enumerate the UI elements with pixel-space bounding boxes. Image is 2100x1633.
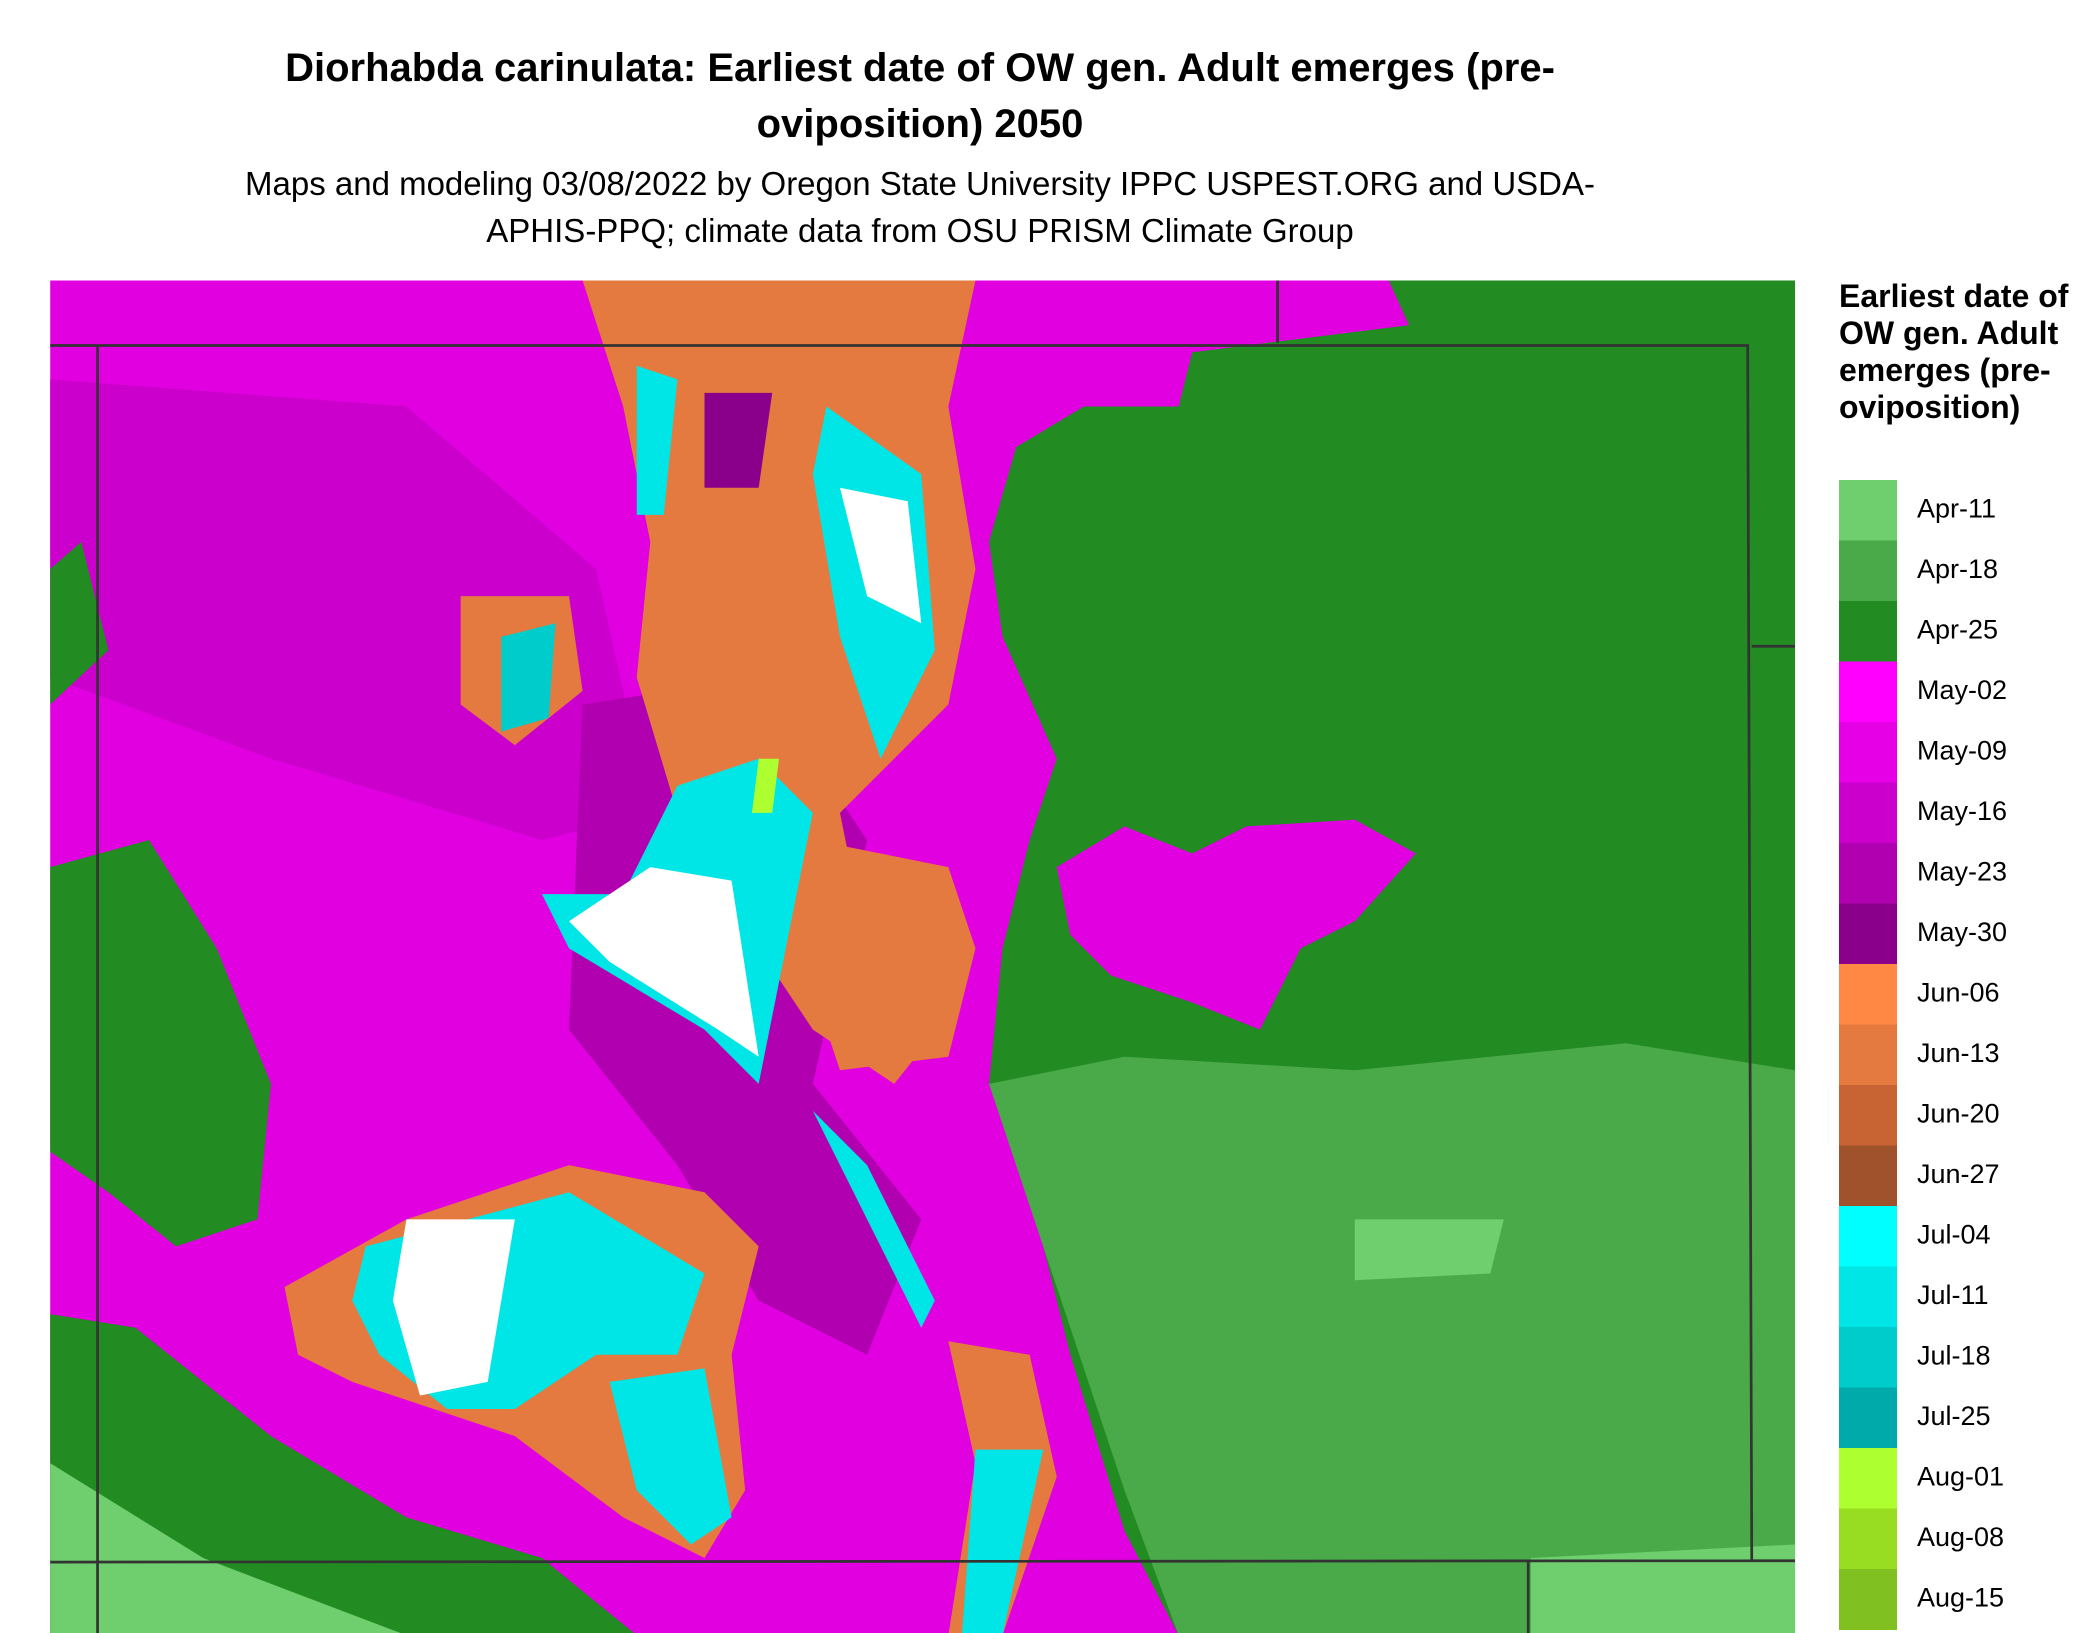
- legend-swatch: [1839, 540, 1897, 602]
- legend-swatch: [1839, 1266, 1897, 1328]
- legend-label: Jun-06: [1917, 977, 2000, 1007]
- legend-label: Jun-20: [1917, 1098, 2000, 1128]
- map-area: [50, 280, 1796, 1633]
- legend-label: Jul-18: [1917, 1340, 1991, 1370]
- legend-label: Jun-13: [1917, 1038, 2000, 1068]
- legend-swatch: [1839, 722, 1897, 783]
- legend-label: May-30: [1917, 917, 2007, 947]
- map-title: Diorhabda carinulata: Earliest date of O…: [285, 46, 1555, 146]
- map-subtitle: Maps and modeling 03/08/2022 by Oregon S…: [245, 165, 1595, 249]
- legend-label: Jul-04: [1917, 1219, 1991, 1249]
- legend-swatch: [1839, 601, 1897, 662]
- legend-label: Aug-08: [1917, 1522, 2004, 1552]
- legend-swatch: [1839, 1448, 1897, 1509]
- legend-swatch: [1839, 1387, 1897, 1449]
- legend-swatch: [1839, 1327, 1897, 1388]
- legend-label: Jul-25: [1917, 1401, 1991, 1431]
- legend-swatch: [1839, 1085, 1897, 1146]
- legend-swatch: [1839, 843, 1897, 904]
- legend-label: Jul-11: [1917, 1280, 1989, 1310]
- legend-label: May-09: [1917, 735, 2007, 765]
- legend-swatch: [1839, 1024, 1897, 1086]
- legend-label: Apr-18: [1917, 554, 1998, 584]
- legend-label: Aug-01: [1917, 1461, 2004, 1491]
- legend-label: Jun-27: [1917, 1159, 2000, 1189]
- legend-label: Aug-15: [1917, 1582, 2004, 1612]
- legend-swatch: [1839, 1508, 1897, 1570]
- legend-label: May-02: [1917, 675, 2007, 705]
- legend-swatch: [1839, 480, 1897, 541]
- legend-swatch: [1839, 782, 1897, 844]
- legend-swatch: [1839, 1145, 1897, 1207]
- legend-label: Apr-25: [1917, 614, 1998, 644]
- legend-swatch: [1839, 661, 1897, 723]
- legend-label: Apr-11: [1917, 493, 1996, 523]
- legend-title: Earliest date of OW gen. Adult emerges (…: [1839, 278, 2069, 425]
- legend-swatch: [1839, 964, 1897, 1025]
- legend-label: May-23: [1917, 856, 2007, 886]
- legend-swatch: [1839, 1206, 1897, 1267]
- legend-label: May-16: [1917, 796, 2007, 826]
- legend-swatch: [1839, 1569, 1897, 1630]
- legend-swatch: [1839, 903, 1897, 965]
